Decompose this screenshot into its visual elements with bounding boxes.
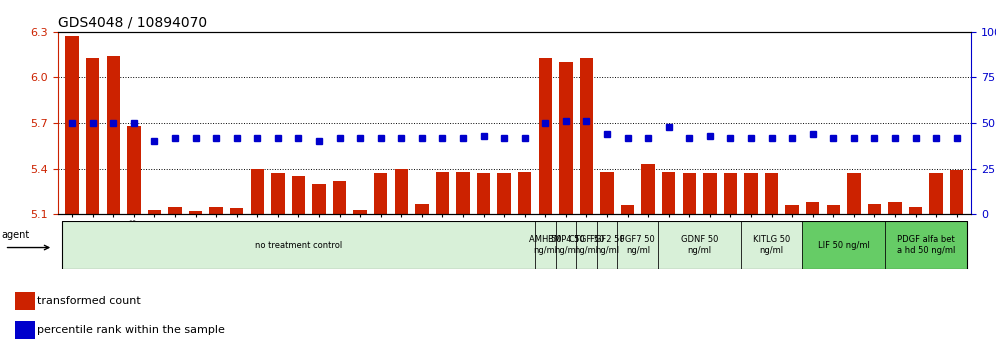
Bar: [929, 173, 943, 214]
Bar: [415, 204, 428, 214]
Bar: [621, 205, 634, 214]
Bar: [497, 173, 511, 214]
Bar: [741, 221, 803, 269]
Bar: [950, 170, 963, 214]
Bar: [209, 207, 223, 214]
Bar: [66, 36, 79, 214]
Text: FGF2 50
ng/ml: FGF2 50 ng/ml: [590, 235, 624, 255]
Bar: [271, 173, 285, 214]
Bar: [333, 181, 347, 214]
Bar: [15, 321, 35, 339]
Bar: [827, 205, 840, 214]
Bar: [147, 210, 161, 214]
Text: KITLG 50
ng/ml: KITLG 50 ng/ml: [753, 235, 790, 255]
Bar: [909, 207, 922, 214]
Bar: [292, 176, 305, 214]
Bar: [354, 210, 367, 214]
Bar: [556, 221, 576, 269]
Text: transformed count: transformed count: [38, 296, 141, 306]
Bar: [62, 221, 535, 269]
Text: GDNF 50
ng/ml: GDNF 50 ng/ml: [681, 235, 718, 255]
Bar: [658, 221, 741, 269]
Text: agent: agent: [1, 230, 30, 240]
Bar: [374, 173, 387, 214]
Bar: [806, 202, 820, 214]
Bar: [786, 205, 799, 214]
Text: CTGF 50
ng/ml: CTGF 50 ng/ml: [569, 235, 605, 255]
Text: FGF7 50
ng/ml: FGF7 50 ng/ml: [621, 235, 655, 255]
Bar: [394, 169, 408, 214]
Bar: [535, 221, 556, 269]
Bar: [884, 221, 967, 269]
Bar: [848, 173, 861, 214]
Bar: [313, 184, 326, 214]
Bar: [15, 292, 35, 310]
Bar: [682, 173, 696, 214]
Bar: [662, 172, 675, 214]
Bar: [601, 172, 614, 214]
Text: PDGF alfa bet
a hd 50 ng/ml: PDGF alfa bet a hd 50 ng/ml: [896, 235, 955, 255]
Bar: [724, 173, 737, 214]
Bar: [576, 221, 597, 269]
Bar: [477, 173, 490, 214]
Bar: [641, 164, 654, 214]
Bar: [189, 211, 202, 214]
Bar: [803, 221, 884, 269]
Bar: [888, 202, 901, 214]
Text: AMH 50
ng/ml: AMH 50 ng/ml: [529, 235, 562, 255]
Text: no treatment control: no treatment control: [255, 241, 342, 250]
Bar: [251, 169, 264, 214]
Bar: [559, 62, 573, 214]
Bar: [230, 208, 243, 214]
Text: GDS4048 / 10894070: GDS4048 / 10894070: [58, 15, 207, 29]
Bar: [765, 173, 778, 214]
Bar: [107, 56, 120, 214]
Text: BMP4 50
ng/ml: BMP4 50 ng/ml: [548, 235, 585, 255]
Bar: [456, 172, 470, 214]
Bar: [436, 172, 449, 214]
Bar: [618, 221, 658, 269]
Bar: [539, 58, 552, 214]
Bar: [580, 58, 593, 214]
Bar: [703, 173, 716, 214]
Text: percentile rank within the sample: percentile rank within the sample: [38, 325, 225, 335]
Bar: [127, 126, 140, 214]
Bar: [86, 58, 100, 214]
Bar: [168, 207, 181, 214]
Bar: [518, 172, 532, 214]
Bar: [868, 204, 881, 214]
Bar: [597, 221, 618, 269]
Text: LIF 50 ng/ml: LIF 50 ng/ml: [818, 241, 870, 250]
Bar: [744, 173, 758, 214]
